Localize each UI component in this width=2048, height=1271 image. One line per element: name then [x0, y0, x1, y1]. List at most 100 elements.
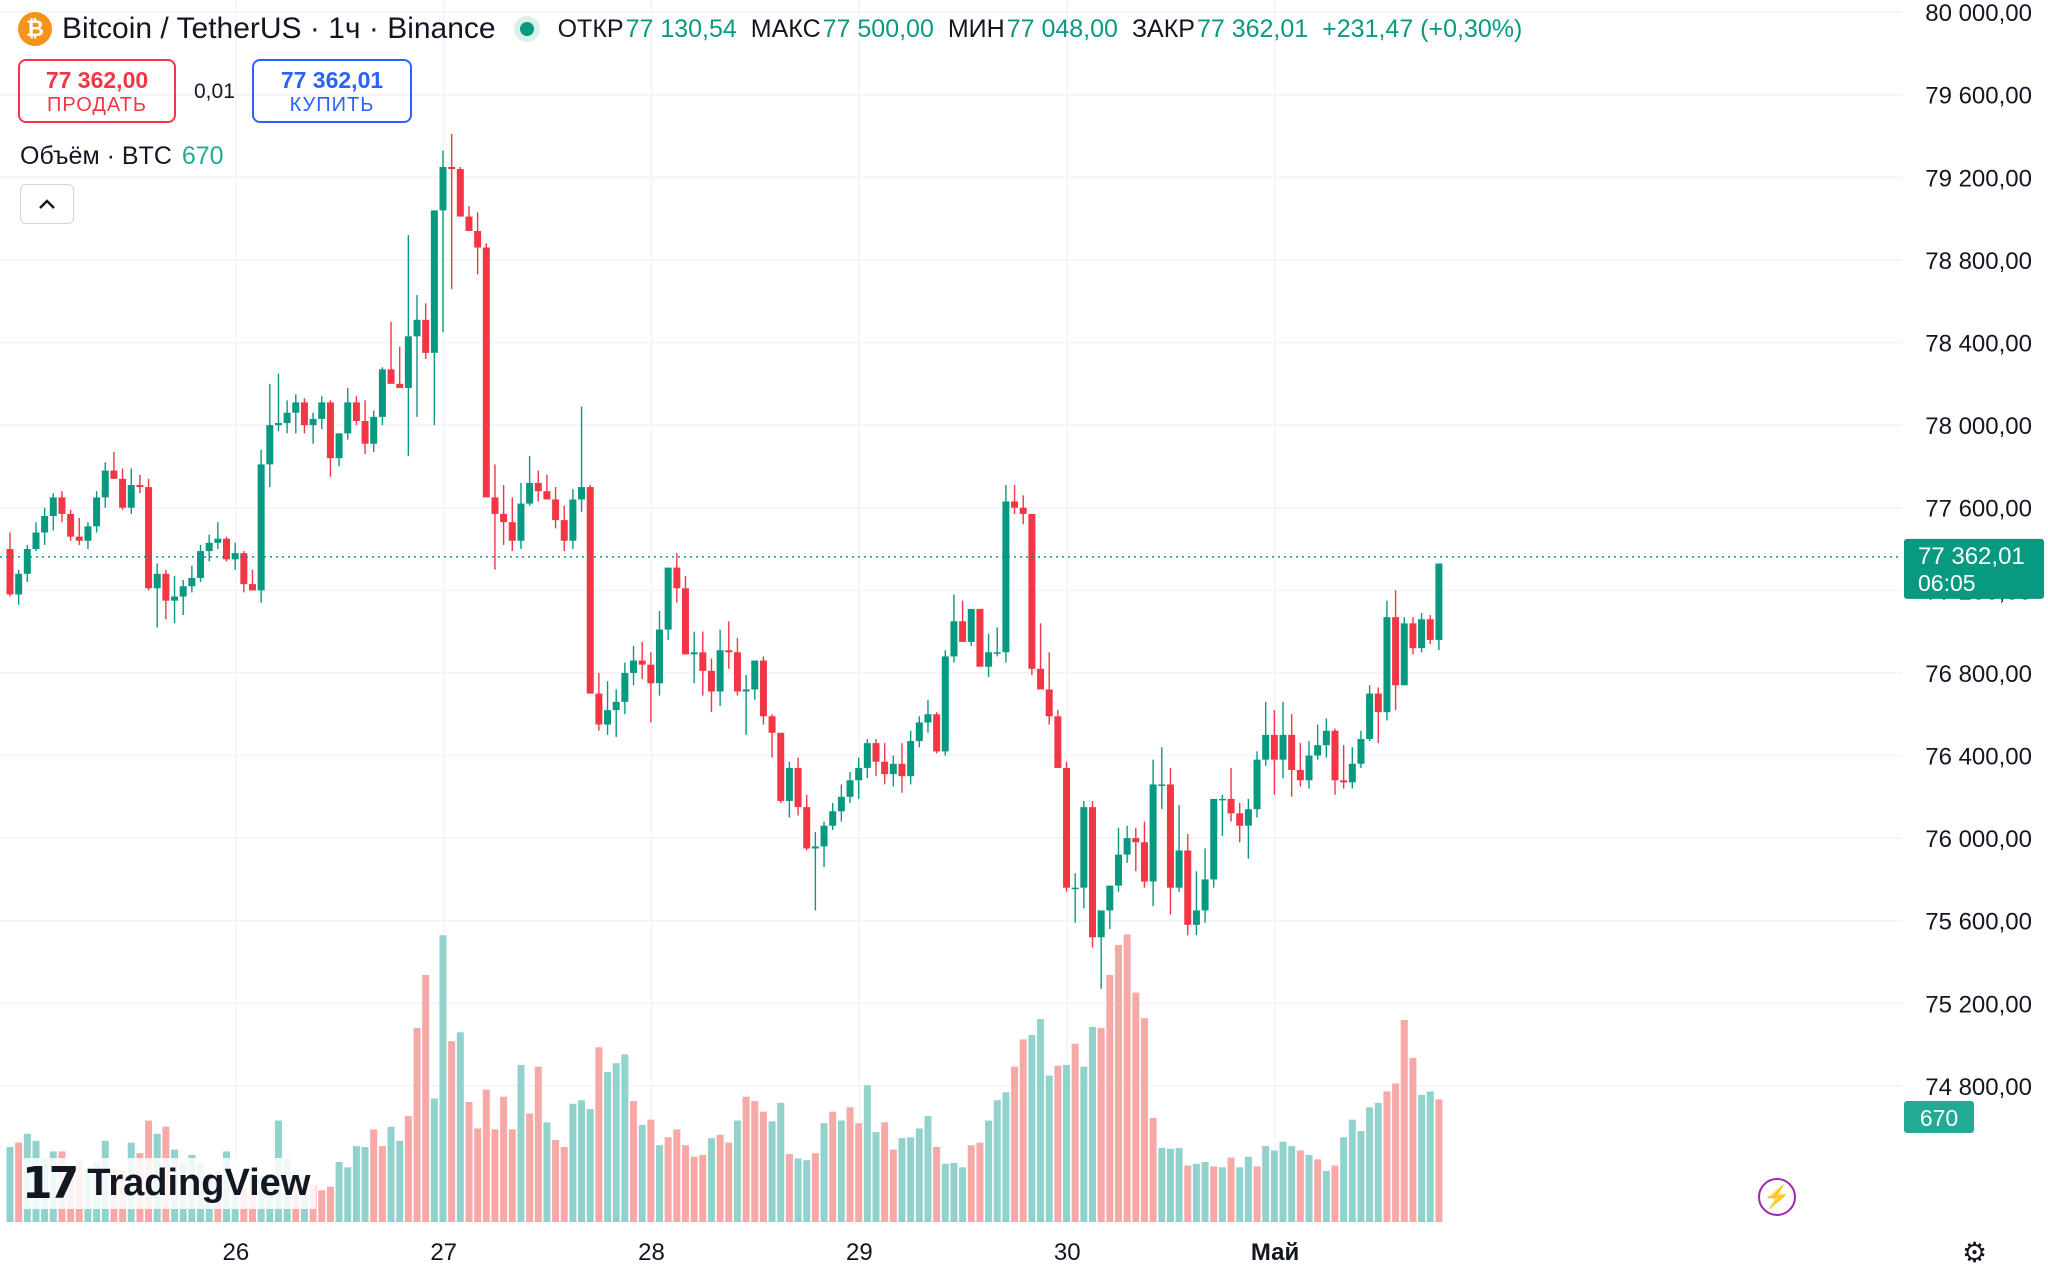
candle-body[interactable]: [630, 660, 638, 673]
candle-body[interactable]: [58, 497, 66, 514]
candle-body[interactable]: [1253, 759, 1261, 810]
candle-body[interactable]: [6, 549, 14, 595]
candle-body[interactable]: [681, 588, 689, 655]
candle-body[interactable]: [1348, 763, 1356, 783]
candle-body[interactable]: [84, 526, 92, 541]
candle-body[interactable]: [1426, 619, 1434, 640]
candle-body[interactable]: [127, 485, 135, 508]
candle-body[interactable]: [491, 497, 499, 514]
candle-body[interactable]: [785, 767, 793, 801]
candle-body[interactable]: [855, 767, 863, 781]
candle-body[interactable]: [1279, 734, 1287, 760]
candle-body[interactable]: [872, 743, 880, 762]
candle-body[interactable]: [214, 538, 222, 543]
candle-body[interactable]: [578, 487, 586, 500]
candle-body[interactable]: [387, 369, 395, 384]
candle-body[interactable]: [768, 716, 776, 733]
candle-body[interactable]: [924, 714, 932, 723]
symbol-title[interactable]: Bitcoin / TetherUS · 1ч · Binance: [62, 12, 496, 45]
candle-body[interactable]: [1340, 780, 1348, 783]
candle-body[interactable]: [941, 656, 949, 752]
candle-body[interactable]: [75, 536, 83, 541]
candle-body[interactable]: [716, 650, 724, 692]
candle-body[interactable]: [67, 513, 75, 537]
candle-body[interactable]: [976, 608, 984, 667]
candle-body[interactable]: [153, 573, 161, 589]
candle-body[interactable]: [811, 846, 819, 849]
candle-body[interactable]: [23, 549, 31, 574]
candle-body[interactable]: [1097, 910, 1105, 938]
candle-body[interactable]: [1418, 619, 1426, 649]
candle-body[interactable]: [352, 402, 360, 421]
candle-body[interactable]: [1357, 739, 1365, 764]
candle-body[interactable]: [638, 660, 646, 665]
candle-body[interactable]: [41, 515, 49, 533]
candle-body[interactable]: [205, 542, 213, 552]
candle-body[interactable]: [604, 710, 612, 725]
volume-legend[interactable]: Объём · BTC 670: [20, 142, 224, 171]
candle-body[interactable]: [1045, 689, 1053, 717]
candle-body[interactable]: [699, 652, 707, 671]
candle-body[interactable]: [171, 596, 179, 601]
candle-body[interactable]: [136, 485, 144, 488]
candle-body[interactable]: [837, 796, 845, 812]
candle-body[interactable]: [482, 247, 490, 498]
candle-body[interactable]: [1366, 693, 1374, 740]
candle-body[interactable]: [1054, 716, 1062, 768]
candle-body[interactable]: [621, 672, 629, 702]
tradingview-logo[interactable]: 17 TradingView: [22, 1158, 317, 1209]
candle-body[interactable]: [526, 482, 534, 504]
candle-body[interactable]: [1140, 842, 1148, 882]
candle-body[interactable]: [915, 722, 923, 742]
candle-body[interactable]: [595, 693, 603, 725]
candle-body[interactable]: [534, 482, 542, 492]
sell-button[interactable]: 77 362,00 ПРОДАТЬ: [18, 59, 176, 123]
candle-body[interactable]: [1201, 879, 1209, 911]
candle-body[interactable]: [15, 573, 23, 595]
gear-icon[interactable]: ⚙: [1962, 1237, 1988, 1268]
candle-body[interactable]: [474, 231, 482, 248]
candle-body[interactable]: [430, 210, 438, 353]
candle-body[interactable]: [933, 714, 941, 752]
candle-body[interactable]: [1288, 734, 1296, 770]
candle-body[interactable]: [257, 464, 265, 591]
candle-body[interactable]: [1296, 769, 1304, 781]
candle-body[interactable]: [500, 513, 508, 523]
candle-body[interactable]: [950, 621, 958, 657]
candle-body[interactable]: [335, 433, 343, 459]
candle-body[interactable]: [829, 811, 837, 826]
candle-body[interactable]: [404, 336, 412, 388]
candle-body[interactable]: [647, 664, 655, 684]
candle-body[interactable]: [1089, 807, 1096, 938]
candle-body[interactable]: [881, 761, 889, 775]
candle-body[interactable]: [820, 825, 828, 847]
candle-body[interactable]: [1071, 887, 1079, 890]
candle-body[interactable]: [751, 660, 759, 690]
candle-body[interactable]: [1435, 563, 1443, 640]
candle-body[interactable]: [145, 487, 153, 589]
candle-body[interactable]: [1305, 755, 1313, 781]
candle-body[interactable]: [1374, 693, 1382, 713]
candle-body[interactable]: [552, 499, 560, 521]
candle-body[interactable]: [1400, 623, 1408, 686]
lightning-icon[interactable]: ⚡: [1758, 1178, 1796, 1216]
candle-body[interactable]: [422, 319, 430, 353]
candle-body[interactable]: [1236, 813, 1244, 826]
candle-body[interactable]: [907, 741, 915, 777]
candle-body[interactable]: [110, 470, 118, 479]
candle-body[interactable]: [1158, 784, 1166, 786]
candle-body[interactable]: [1322, 730, 1330, 746]
candle-body[interactable]: [1028, 513, 1036, 669]
candle-body[interactable]: [344, 402, 352, 434]
candle-body[interactable]: [93, 497, 101, 527]
candle-body[interactable]: [49, 497, 57, 516]
candle-body[interactable]: [1019, 507, 1027, 514]
candle-body[interactable]: [898, 763, 906, 777]
candle-body[interactable]: [959, 621, 967, 642]
candle-body[interactable]: [1262, 734, 1270, 760]
candle-body[interactable]: [1331, 730, 1339, 781]
candle-body[interactable]: [326, 402, 334, 459]
candle-body[interactable]: [240, 553, 248, 585]
candle-body[interactable]: [569, 499, 577, 541]
candle-body[interactable]: [370, 416, 378, 444]
